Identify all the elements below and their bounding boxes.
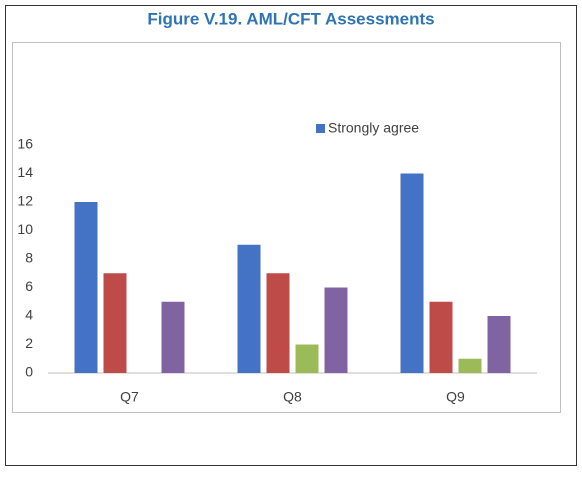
legend-swatch xyxy=(316,124,325,133)
bar xyxy=(295,344,319,373)
x-tick-label: Q7 xyxy=(120,389,139,405)
bar xyxy=(161,301,185,373)
legend-label: Strongly agree xyxy=(328,120,419,136)
bar xyxy=(429,301,453,373)
y-tick-label: 12 xyxy=(17,193,33,209)
chart-title: Figure V.19. AML/CFT Assessments xyxy=(147,9,434,28)
bar xyxy=(487,316,511,373)
bar xyxy=(324,287,348,373)
bar xyxy=(266,273,290,373)
y-tick-label: 10 xyxy=(17,221,33,237)
frame xyxy=(5,5,577,466)
bar xyxy=(103,273,127,373)
y-tick-label: 4 xyxy=(25,307,33,323)
x-tick-label: Q9 xyxy=(446,389,465,405)
x-tick-label: Q8 xyxy=(283,389,302,405)
y-tick-label: 16 xyxy=(17,136,33,152)
bar xyxy=(74,202,98,373)
y-tick-label: 2 xyxy=(25,335,33,351)
chart-area xyxy=(12,42,561,413)
bar xyxy=(400,173,424,373)
y-tick-label: 8 xyxy=(25,250,33,266)
y-tick-label: 0 xyxy=(25,364,33,380)
y-tick-label: 14 xyxy=(17,164,33,180)
bar xyxy=(458,358,482,373)
bar xyxy=(237,244,261,373)
y-tick-label: 6 xyxy=(25,278,33,294)
